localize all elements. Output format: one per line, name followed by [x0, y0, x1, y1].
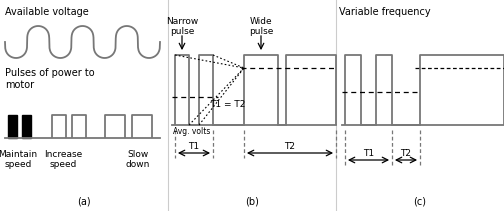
Text: (a): (a)	[77, 197, 91, 207]
Text: Wide
pulse: Wide pulse	[249, 17, 273, 37]
Bar	[22, 115, 31, 138]
Text: Avg. volts: Avg. volts	[173, 127, 210, 136]
Text: (c): (c)	[413, 197, 426, 207]
Text: T1 = T2: T1 = T2	[210, 100, 245, 109]
Text: T2: T2	[284, 142, 295, 151]
Text: T1: T1	[363, 149, 374, 158]
Text: Slow
down: Slow down	[126, 150, 150, 169]
Text: Narrow
pulse: Narrow pulse	[166, 17, 198, 37]
Text: Available voltage: Available voltage	[5, 7, 89, 17]
Text: Maintain
speed: Maintain speed	[0, 150, 38, 169]
Text: T1: T1	[188, 142, 200, 151]
Text: Variable frequency: Variable frequency	[339, 7, 430, 17]
Text: Pulses of power to
motor: Pulses of power to motor	[5, 68, 95, 90]
Text: Increase
speed: Increase speed	[44, 150, 82, 169]
Text: T2: T2	[401, 149, 411, 158]
Bar	[8, 115, 17, 138]
Text: (b): (b)	[245, 197, 259, 207]
